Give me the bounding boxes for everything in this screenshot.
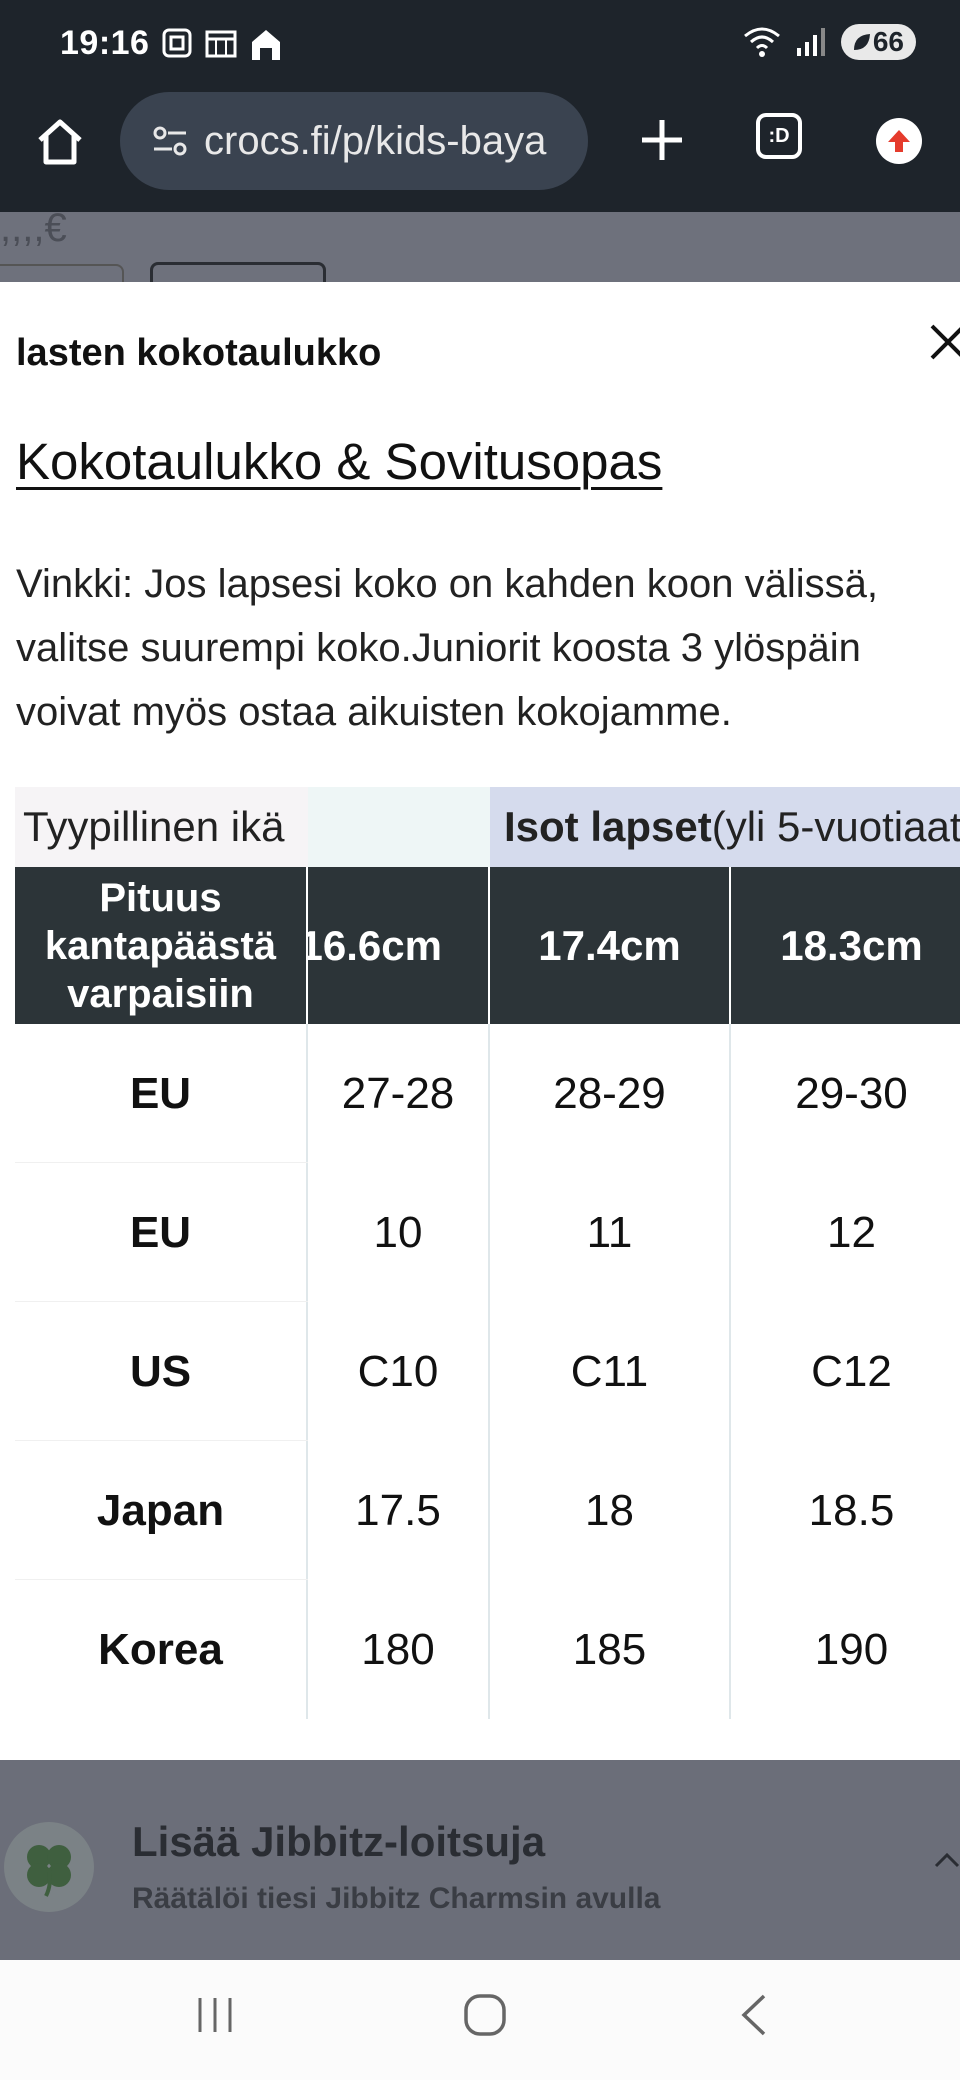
age-empty-cell: [308, 787, 490, 867]
tip-line: Vinkki: Jos lapsesi koko on kahden koon …: [16, 562, 878, 606]
system-nav-bar: [0, 1960, 960, 2080]
age-group-rest: (yli 5-vuotiaat): [711, 803, 960, 850]
home-icon[interactable]: [32, 114, 88, 170]
age-group-bold: Isot lapset: [504, 803, 712, 850]
signal-icon: [796, 28, 825, 56]
table-row: US C10 C11 C12: [15, 1302, 960, 1441]
status-icons-right: 66: [743, 24, 916, 60]
row-divider: [15, 1579, 308, 1580]
site-settings-icon[interactable]: [150, 121, 190, 161]
table-cell: 12: [827, 1207, 876, 1257]
row-label: Japan: [15, 1441, 308, 1580]
row-label: EU: [15, 1024, 308, 1163]
new-tab-plus-icon[interactable]: [632, 110, 692, 170]
size-tip-text: Vinkki: Jos lapsesi koko on kahden koon …: [16, 552, 960, 744]
battery-leaf-icon: [853, 34, 870, 50]
jibbitz-subtitle: Räätälöi tiesi Jibbitz Charmsin avulla: [132, 1882, 661, 1915]
calendar-icon: [205, 30, 237, 58]
header-label-line: Pituus: [99, 875, 222, 920]
row-divider: [15, 1301, 308, 1302]
table-row: EU 10 11 12: [15, 1163, 960, 1302]
row-divider: [15, 1440, 308, 1441]
table-cell: 185: [490, 1580, 731, 1719]
table-row: EU 27-28 28-29 29-30: [15, 1024, 960, 1163]
table-cell: 28-29: [490, 1024, 731, 1163]
status-icons-left: [160, 26, 284, 62]
tip-line: valitse suurempi koko.Juniorit koosta 3 …: [16, 626, 861, 670]
clover-icon: [4, 1822, 94, 1912]
jibbitz-panel: Lisää Jibbitz-loitsuja Räätälöi tiesi Ji…: [0, 1760, 960, 1960]
table-cell: 10: [308, 1163, 490, 1302]
clover-glyph: [27, 1845, 71, 1897]
url-text[interactable]: crocs.fi/p/kids-baya: [204, 118, 547, 163]
table-cell: 11: [490, 1163, 731, 1302]
background-page: ,,,,€: [0, 212, 960, 282]
tab-switcher-icon[interactable]: :D: [756, 113, 802, 159]
age-group-big-kids: Isot lapset (yli 5-vuotiaat): [490, 787, 960, 867]
table-cell: 27-28: [308, 1024, 490, 1163]
home-status-icon: [252, 30, 280, 60]
background-size-option-selected: [150, 262, 326, 282]
browser-toolbar: crocs.fi/p/kids-baya :D: [0, 92, 960, 212]
table-row: Korea 180 185 190: [15, 1580, 960, 1719]
size-chart-modal: lasten kokotaulukko Kokotaulukko & Sovit…: [0, 282, 960, 1760]
header-length-label: Pituus kantapäästä varpaisiin: [15, 867, 308, 1024]
modal-title: lasten kokotaulukko: [16, 332, 382, 374]
age-label: Tyypillinen ikä: [15, 787, 308, 867]
row-divider: [15, 1162, 308, 1163]
header-column: 17.4cm: [490, 867, 731, 1024]
background-size-option: [0, 264, 124, 282]
table-cell: 190: [814, 1624, 889, 1674]
jibbitz-title: Lisää Jibbitz-loitsuja: [132, 1818, 546, 1865]
row-label: EU: [15, 1163, 308, 1302]
recents-icon[interactable]: [190, 1990, 240, 2040]
battery-indicator: 66: [840, 24, 916, 60]
size-guide-link[interactable]: Kokotaulukko & Sovitusopas: [16, 433, 663, 490]
url-bar[interactable]: crocs.fi/p/kids-baya: [120, 92, 588, 190]
battery-level: 66: [872, 26, 904, 57]
update-arrow-glyph: [888, 130, 910, 152]
header-column: 18.3cm: [731, 867, 960, 1024]
chevron-up-icon[interactable]: [934, 1850, 960, 1870]
header-column: 16.6cm: [308, 867, 490, 1024]
back-icon[interactable]: [730, 1990, 780, 2040]
table-cell: 29-30: [795, 1068, 908, 1118]
table-cell: 17.5: [308, 1441, 490, 1580]
table-cell: 18.5: [808, 1485, 895, 1535]
update-arrow-icon[interactable]: [876, 118, 922, 164]
table-cell: 18: [490, 1441, 731, 1580]
table-cell: C12: [811, 1346, 892, 1396]
home-nav-icon[interactable]: [460, 1990, 510, 2040]
background-price-fragment: ,,,,€: [0, 212, 67, 250]
table-cell: C11: [490, 1302, 731, 1441]
header-label-line: kantapäästä: [44, 923, 277, 968]
wifi-icon: [743, 27, 780, 57]
screenshot-icon: [162, 28, 192, 58]
status-time: 19:16: [60, 24, 150, 62]
table-cell: C10: [308, 1302, 490, 1441]
row-label: US: [15, 1302, 308, 1441]
close-icon[interactable]: [928, 322, 960, 362]
table-row: Japan 17.5 18 18.5: [15, 1441, 960, 1580]
table-cell: 180: [308, 1580, 490, 1719]
row-label: Korea: [15, 1580, 308, 1719]
header-label-line: varpaisiin: [67, 971, 254, 1016]
tip-line: voivat myös ostaa aikuisten kokojamme.: [16, 690, 732, 734]
status-bar: 19:16 66: [0, 0, 960, 92]
